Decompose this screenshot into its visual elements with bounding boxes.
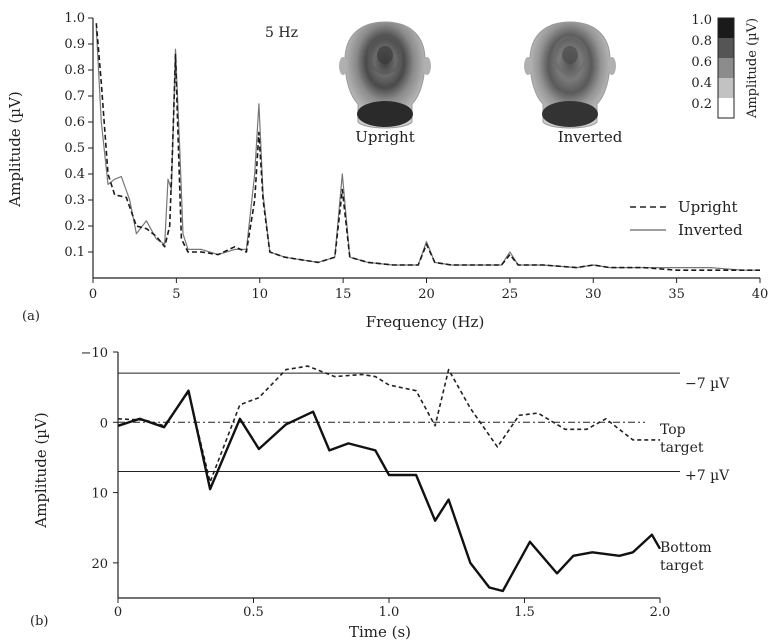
colorbar-tick-label: 0.8 (691, 34, 712, 49)
y-tick-label-b: 0 (100, 416, 108, 431)
x-tick-label-a: 30 (585, 287, 602, 302)
colorbar-ticks: 1.0 0.8 0.6 0.4 0.2 (691, 13, 712, 112)
top-target-label-2: target (660, 440, 704, 456)
head-map-upright (339, 21, 431, 129)
frequency-annotation: 5 Hz (265, 25, 298, 41)
top-target-label-1: Top (660, 422, 686, 438)
y-tick-label-a: 0.6 (64, 115, 85, 130)
y-axis-label-a: Amplitude (µV) (6, 91, 24, 207)
bottom-target-label-2: target (660, 558, 704, 574)
panel-b-label: (b) (30, 614, 48, 629)
y-tick-label-a: 0.1 (64, 245, 85, 260)
y-tick-label-a: 0.7 (64, 89, 85, 104)
ref-label-plus7: +7 µV (685, 468, 730, 484)
colorbar-tick-label: 0.2 (691, 97, 712, 112)
series-upright-line (95, 23, 760, 272)
colorbar-label: Amplitude (µV) (745, 18, 760, 119)
x-tick-label-a: 40 (752, 287, 769, 302)
x-tick-label-a: 0 (89, 287, 97, 302)
x-tick-label-a: 5 (172, 287, 180, 302)
legend-inverted-label: Inverted (678, 221, 743, 239)
panel-b-axes: 0 0.5 1.0 1.5 2.0 −10 0 10 20 (81, 346, 680, 620)
y-tick-label-a: 0.2 (64, 219, 85, 234)
x-tick-label-b: 0.5 (243, 605, 264, 620)
colorbar (717, 17, 735, 119)
colorbar-tick-label: 1.0 (691, 13, 712, 28)
y-tick-label-a: 0.8 (64, 63, 85, 78)
bottom-target-label-1: Bottom (660, 540, 712, 556)
series-top-target-line (117, 365, 660, 483)
y-tick-label-b: −10 (81, 346, 108, 361)
x-tick-label-a: 15 (335, 287, 352, 302)
x-tick-label-b: 1.0 (379, 605, 400, 620)
x-tick-label-a: 20 (418, 287, 435, 302)
panel-a-series (95, 23, 760, 272)
x-tick-label-b: 0 (114, 605, 122, 620)
y-tick-label-a: 0.9 (64, 37, 85, 52)
ref-label-minus7: −7 µV (685, 376, 730, 392)
x-tick-label-a: 10 (251, 287, 268, 302)
legend-a: Upright Inverted (630, 198, 743, 239)
series-bottom-target-line (117, 389, 662, 593)
panel-a-label: (a) (22, 309, 40, 324)
y-tick-label-a: 0.4 (64, 167, 85, 182)
head-label-upright: Upright (355, 128, 415, 146)
head-map-inverted (524, 21, 616, 129)
y-tick-label-a: 0.3 (64, 193, 85, 208)
panel-a: 0 5 10 15 20 25 30 35 40 0.1 0.2 0.3 0.4 0.5 0.6 0.7 0.8… (6, 11, 768, 331)
colorbar-tick-label: 0.4 (691, 76, 712, 91)
y-tick-label-b: 10 (91, 487, 108, 502)
panel-b: 0 0.5 1.0 1.5 2.0 −10 0 10 20 −7 µV +7 µV Top ta… (30, 346, 730, 641)
x-tick-label-b: 1.5 (514, 605, 535, 620)
head-label-inverted: Inverted (558, 128, 623, 146)
x-axis-label-b: Time (s) (349, 623, 411, 641)
x-axis-label-a: Frequency (Hz) (366, 313, 485, 331)
x-tick-label-a: 35 (668, 287, 685, 302)
y-tick-label-b: 20 (91, 557, 108, 572)
legend-upright-label: Upright (678, 198, 738, 216)
y-tick-label-a: 1.0 (64, 11, 85, 26)
x-tick-label-b: 2.0 (650, 605, 671, 620)
panel-b-series (117, 365, 662, 593)
panel-a-axes: 0 5 10 15 20 25 30 35 40 0.1 0.2 0.3 0.4 0.5 0.6 0.7 0.8… (64, 11, 768, 302)
x-tick-label-a: 25 (502, 287, 519, 302)
colorbar-tick-label: 0.6 (691, 55, 712, 70)
y-tick-label-a: 0.5 (64, 141, 85, 156)
y-axis-label-b: Amplitude (µV) (32, 412, 50, 528)
